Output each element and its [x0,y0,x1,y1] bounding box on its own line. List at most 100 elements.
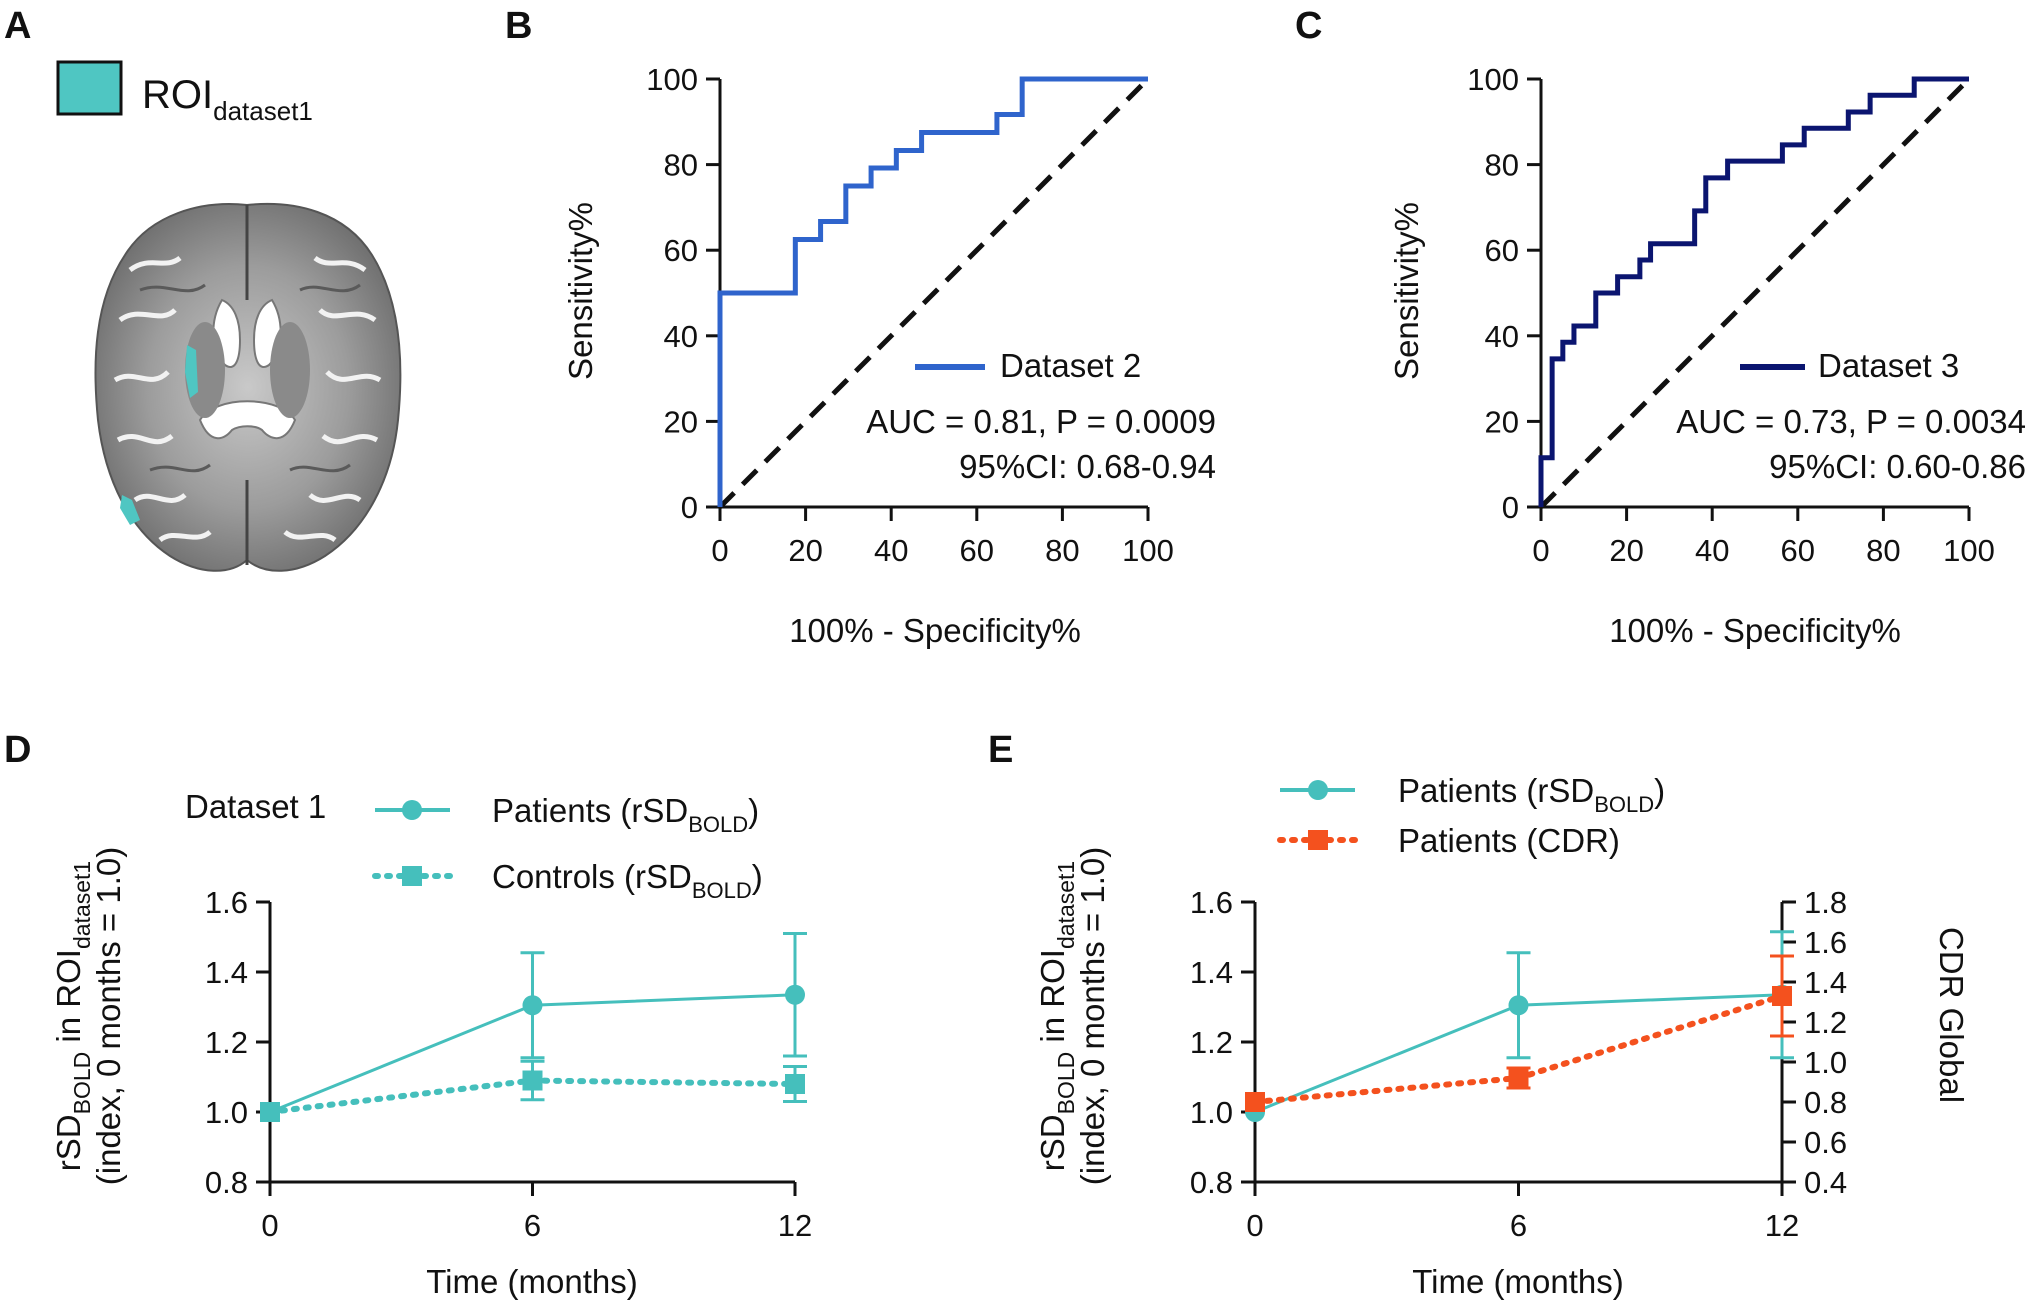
legend-label-patients-rsd: Patients (rSDBOLD) [1398,772,1665,817]
series-patients-cdr- [1245,954,1794,1112]
y2-tick-label: 0.6 [1804,1125,1847,1160]
x-tick-label: 100 [1943,533,1995,568]
y-tick-label: 40 [664,319,698,354]
y-axis-label: rSDBOLD in ROIdataset1 (index, 0 months … [50,847,127,1185]
y-tick-label: 60 [1485,233,1519,268]
svg-text:rSDBOLD in ROIdataset1: rSDBOLD in ROIdataset1 [1034,861,1079,1171]
dataset-title: Dataset 1 [185,788,326,825]
reference-diagonal-line [718,77,1150,509]
y-tick-label: 1.0 [205,1095,248,1130]
data-point [260,1102,280,1122]
legend-label-patients-cdr: Patients (CDR) [1398,822,1620,859]
panel-b-roc-chart: B 0 20 40 60 80 100 0 20 40 60 80 100 Dataset 2 AUC… [505,5,1216,649]
auc-text: AUC = 0.81, P = 0.0009 [866,403,1216,440]
roi-legend-label: ROIdataset1 [142,73,313,126]
roi-patch [185,345,198,398]
brain-axial-slice-icon [94,202,402,572]
x-tick-label: 0 [1246,1208,1263,1243]
y2-tick-label: 1.6 [1804,925,1847,960]
legend-marker-controls [402,866,422,886]
roc-curve-dataset-2 [717,76,1148,507]
x-tick-label: 0 [261,1208,278,1243]
x-axis-label: Time (months) [426,1263,637,1300]
y-tick-label: 1.2 [205,1025,248,1060]
y-tick-label: 20 [1485,404,1519,439]
x-axis-label: 100% - Specificity% [789,612,1081,649]
y-tick-label: 1.6 [1190,885,1233,920]
y2-tick-label: 1.2 [1804,1005,1847,1040]
x-axis-label: 100% - Specificity% [1609,612,1901,649]
legend-label-dataset-2: Dataset 2 [1000,347,1141,384]
y-tick-label: 1.4 [205,955,248,990]
panel-d-line-chart: D Dataset 1 Patients (rSDBOLD) Controls … [4,729,812,1300]
data-point [1772,986,1792,1006]
y2-tick-label: 1.0 [1804,1045,1847,1080]
roi-legend-swatch [56,60,123,116]
x-tick-label: 6 [524,1208,541,1243]
y-tick-label: 100 [1467,62,1519,97]
legend-marker-patients-rsd [1308,780,1328,800]
x-tick-label: 100 [1122,533,1174,568]
panel-letter-d: D [4,729,31,771]
ci-text: 95%CI: 0.60-0.86 [1769,448,2026,485]
svg-text:(index, 0 months = 1.0): (index, 0 months = 1.0) [1074,847,1111,1185]
y2-tick-label: 1.8 [1804,885,1847,920]
data-point [785,984,805,1005]
legend-label-controls: Controls (rSDBOLD) [492,858,763,903]
x-tick-label: 60 [960,533,994,568]
auc-text: AUC = 0.73, P = 0.0034 [1676,403,2026,440]
y-tick-label: 100 [646,62,698,97]
y-tick-label: 0 [681,490,698,525]
y-axis-label: Sensitivity% [1388,202,1425,380]
x-tick-label: 12 [1765,1208,1799,1243]
x-tick-label: 0 [1532,533,1549,568]
x-tick-label: 40 [1695,533,1729,568]
y2-tick-label: 0.8 [1804,1085,1847,1120]
y-tick-label: 1.4 [1190,955,1233,990]
y-tick-label: 1.6 [205,885,248,920]
panel-letter-a: A [4,5,31,47]
y-tick-label: 60 [664,233,698,268]
y-tick-label: 40 [1485,319,1519,354]
data-point [1508,1068,1529,1088]
y2-tick-label: 0.4 [1804,1165,1847,1200]
x-tick-label: 60 [1781,533,1815,568]
x-tick-label: 20 [1609,533,1643,568]
panel-letter-c: C [1295,5,1322,47]
y-tick-label: 0 [1502,490,1519,525]
panel-c-roc-chart: C 0 20 40 60 80 100 0 20 40 60 80 100 Dataset 3 AUC… [1295,5,2026,649]
x-tick-label: 80 [1866,533,1900,568]
reference-diagonal-line [1539,77,1971,509]
x-axis-label: Time (months) [1412,1263,1623,1300]
roc-curve-dataset-3 [1538,76,1969,507]
series-controls [260,1059,807,1122]
y-tick-label: 1.0 [1190,1095,1233,1130]
x-tick-label: 40 [874,533,908,568]
svg-text:(index, 0 months = 1.0): (index, 0 months = 1.0) [90,847,127,1185]
y2-tick-label: 1.4 [1804,965,1847,1000]
y-axis-label: Sensitivity% [562,202,599,380]
y-axis-label: rSDBOLD in ROIdataset1 (index, 0 months … [1034,847,1111,1185]
y-tick-label: 1.2 [1190,1025,1233,1060]
y-tick-label: 80 [1485,148,1519,183]
data-point [522,1070,543,1091]
panel-e-line-chart: E Patients (rSDBOLD) Patients (CDR) 0.8 1… [988,729,1970,1300]
legend-label-patients: Patients (rSDBOLD) [492,792,759,837]
y-tick-label: 20 [664,404,698,439]
x-tick-label: 20 [788,533,822,568]
data-point [1245,1092,1265,1112]
y-tick-label: 0.8 [205,1165,248,1200]
x-tick-label: 12 [778,1208,812,1243]
panel-letter-e: E [988,729,1013,771]
data-point [522,995,543,1016]
legend-marker-patients [402,800,422,820]
x-tick-label: 80 [1045,533,1079,568]
svg-text:rSDBOLD in ROIdataset1: rSDBOLD in ROIdataset1 [50,861,95,1171]
ci-text: 95%CI: 0.68-0.94 [959,448,1216,485]
panel-a: A ROIdataset1 [4,5,402,572]
panel-letter-b: B [505,5,532,47]
y2-axis-label: CDR Global [1933,927,1970,1103]
x-tick-label: 0 [711,533,728,568]
y-tick-label: 80 [664,148,698,183]
data-point [785,1074,805,1094]
